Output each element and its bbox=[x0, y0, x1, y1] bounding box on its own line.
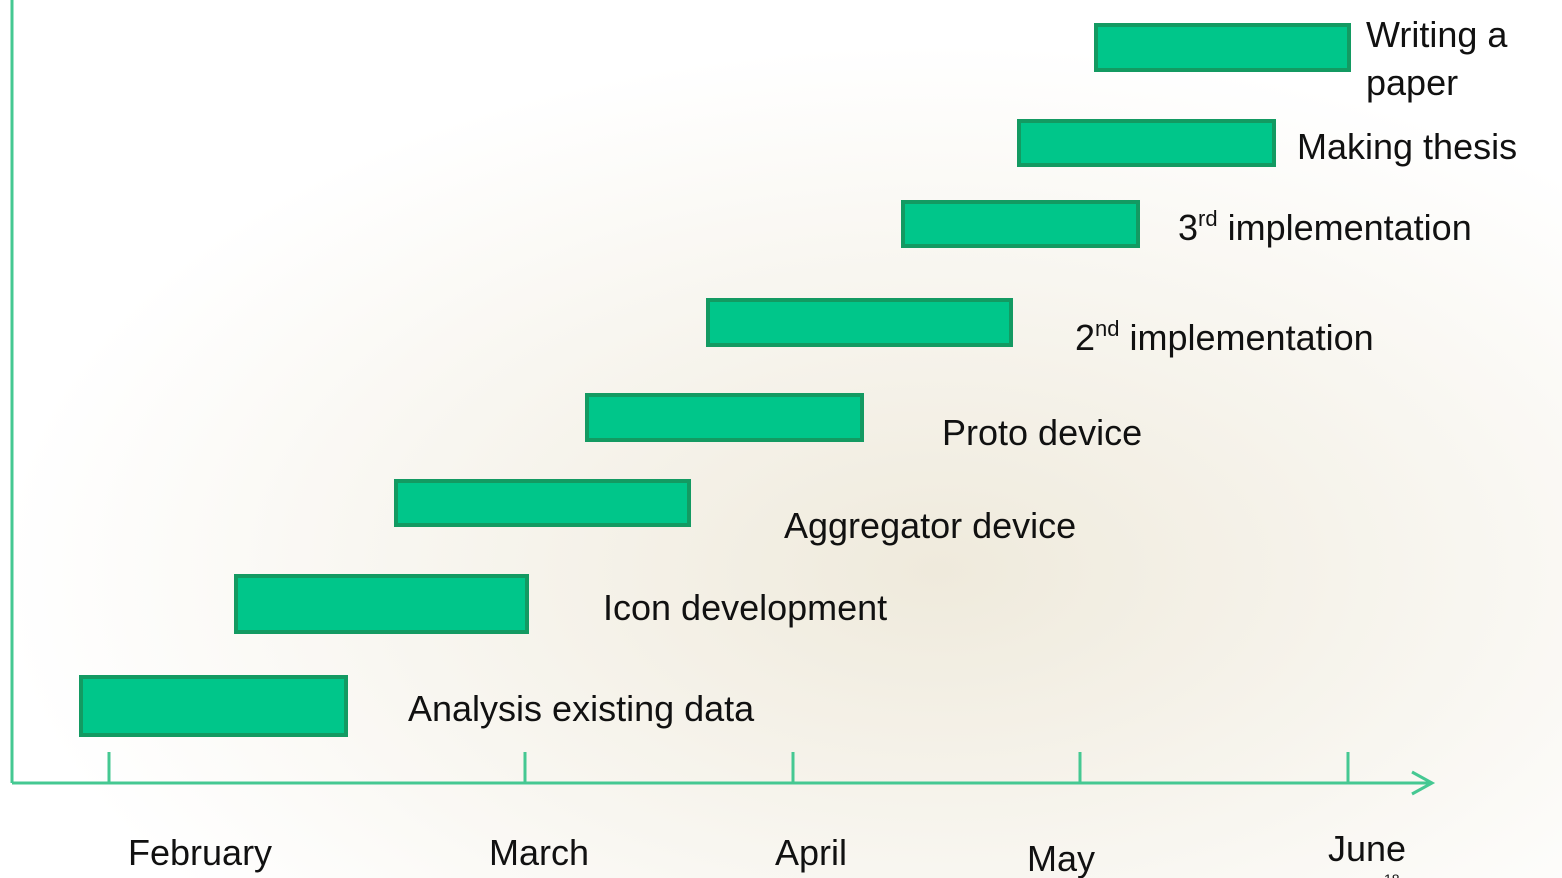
month-label: April bbox=[775, 832, 847, 873]
task-bar bbox=[1096, 25, 1349, 70]
timeline-diagram: Writing a paper Making thesis 3rd implem… bbox=[0, 0, 1562, 878]
task-label: Analysis existing data bbox=[408, 688, 755, 729]
label-text: implementation bbox=[1120, 317, 1374, 358]
ordinal-suffix: nd bbox=[1095, 316, 1119, 341]
task-label: Writing a bbox=[1366, 14, 1508, 55]
ordinal-suffix: rd bbox=[1198, 206, 1218, 231]
month-label: March bbox=[489, 832, 589, 873]
label-text: implementation bbox=[1218, 207, 1472, 248]
task-bar bbox=[396, 481, 689, 525]
task-bar bbox=[1019, 121, 1274, 165]
page: {"tasks": [ {"lines": ["Writing a", "pap… bbox=[0, 0, 1562, 878]
task-label: 2nd implementation bbox=[1075, 316, 1374, 358]
task-bar bbox=[903, 202, 1138, 246]
task-label: Icon development bbox=[603, 587, 887, 628]
task-bar bbox=[587, 395, 862, 440]
month-label: June bbox=[1328, 828, 1406, 869]
task-bar bbox=[236, 576, 527, 632]
task-label: Aggregator device bbox=[784, 505, 1076, 546]
page-number: 18 bbox=[1384, 871, 1400, 878]
task-label: paper bbox=[1366, 62, 1458, 103]
ordinal: 3 bbox=[1178, 207, 1198, 248]
task-label: Making thesis bbox=[1297, 126, 1517, 167]
month-label: February bbox=[128, 832, 272, 873]
ordinal: 2 bbox=[1075, 317, 1095, 358]
month-label: May bbox=[1027, 838, 1095, 878]
task-bar bbox=[708, 300, 1011, 345]
task-label: 3rd implementation bbox=[1178, 206, 1472, 248]
task-label: Proto device bbox=[942, 412, 1142, 453]
task-bar bbox=[81, 677, 346, 735]
